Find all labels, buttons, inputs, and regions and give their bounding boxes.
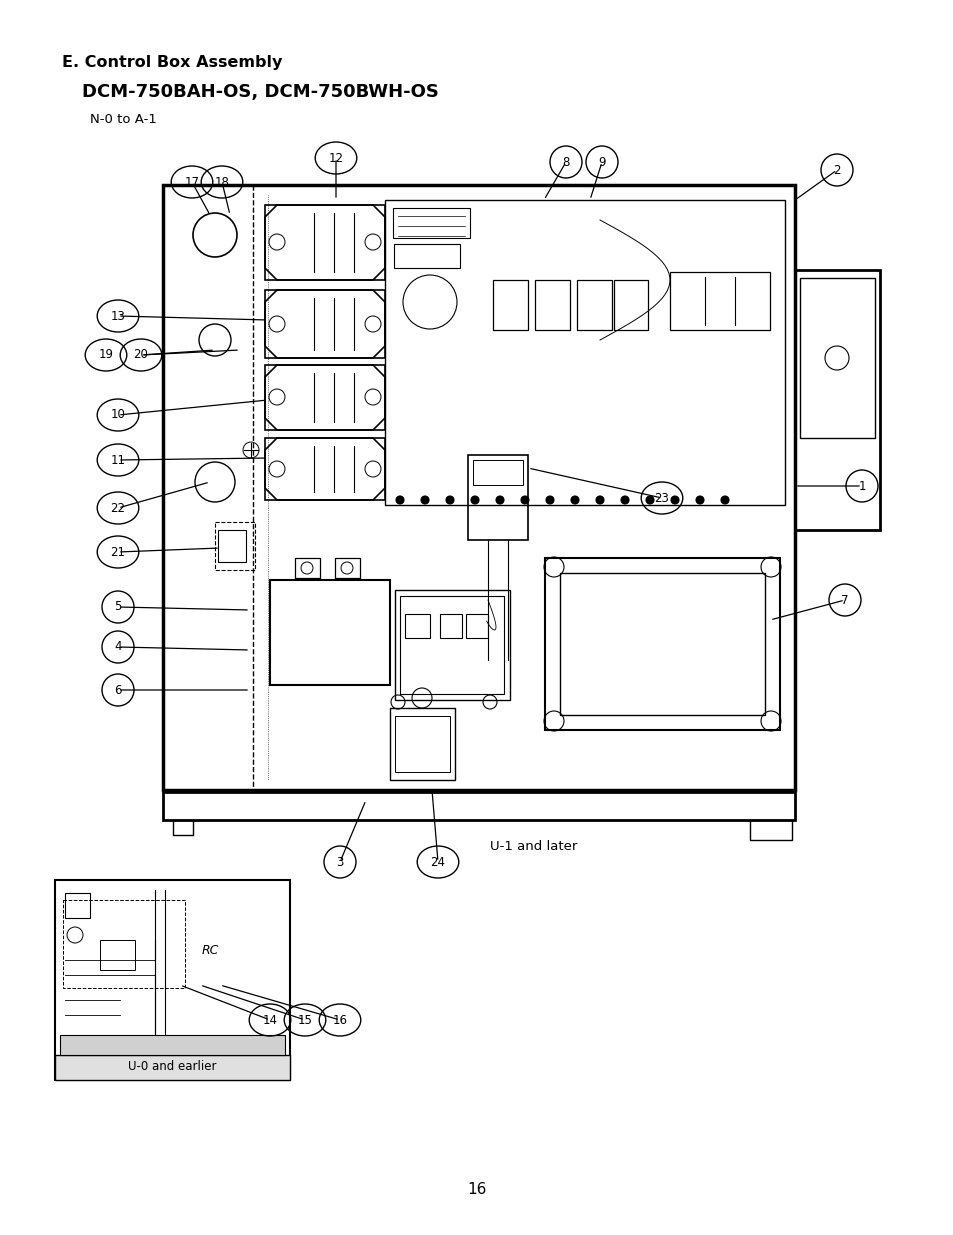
Bar <box>172 820 193 835</box>
Bar <box>60 1035 285 1055</box>
Bar <box>214 522 254 571</box>
Circle shape <box>420 496 429 504</box>
Bar <box>544 558 780 730</box>
Bar <box>385 200 784 505</box>
Text: N-0 to A-1: N-0 to A-1 <box>90 112 156 126</box>
Bar <box>405 614 430 638</box>
Text: 22: 22 <box>111 501 126 515</box>
Text: 16: 16 <box>467 1182 486 1198</box>
Text: U-1 and later: U-1 and later <box>490 840 577 853</box>
Bar <box>265 438 385 500</box>
Text: 4: 4 <box>114 641 122 653</box>
Circle shape <box>645 496 654 504</box>
Circle shape <box>446 496 454 504</box>
Text: 17: 17 <box>184 175 199 189</box>
Bar <box>800 278 874 438</box>
Text: 1: 1 <box>858 479 864 493</box>
Bar <box>468 454 527 540</box>
Bar <box>394 245 459 268</box>
Text: 15: 15 <box>297 1014 313 1026</box>
Text: 16: 16 <box>333 1014 347 1026</box>
Circle shape <box>620 496 628 504</box>
Bar <box>669 272 769 330</box>
Bar <box>265 205 385 280</box>
Text: 7: 7 <box>841 594 848 606</box>
Bar <box>794 270 879 530</box>
Bar <box>749 820 791 840</box>
Text: 8: 8 <box>561 156 569 168</box>
Circle shape <box>670 496 679 504</box>
Bar <box>55 1055 290 1079</box>
Bar <box>265 290 385 358</box>
Bar <box>473 459 522 485</box>
Text: 14: 14 <box>262 1014 277 1026</box>
Bar <box>163 185 794 790</box>
Bar <box>559 573 764 715</box>
Text: U-0 and earlier: U-0 and earlier <box>128 1061 216 1073</box>
Text: 23: 23 <box>654 492 669 505</box>
Circle shape <box>395 496 403 504</box>
Circle shape <box>696 496 703 504</box>
Bar <box>493 280 527 330</box>
Bar <box>65 893 90 918</box>
Circle shape <box>596 496 603 504</box>
Text: 12: 12 <box>328 152 343 164</box>
Circle shape <box>520 496 529 504</box>
Bar <box>55 881 290 1079</box>
Bar <box>399 597 503 694</box>
Bar <box>163 792 794 820</box>
Circle shape <box>496 496 503 504</box>
Circle shape <box>545 496 554 504</box>
Text: 24: 24 <box>430 856 445 868</box>
Bar <box>395 716 450 772</box>
Bar <box>270 580 390 685</box>
Text: 6: 6 <box>114 683 122 697</box>
Bar <box>465 614 488 638</box>
Bar <box>395 590 510 700</box>
Circle shape <box>471 496 478 504</box>
Text: E. Control Box Assembly: E. Control Box Assembly <box>62 56 282 70</box>
Text: 10: 10 <box>111 409 125 421</box>
Text: 9: 9 <box>598 156 605 168</box>
Text: 21: 21 <box>111 546 126 558</box>
Text: 19: 19 <box>98 348 113 362</box>
Bar <box>63 900 185 988</box>
Bar <box>294 558 319 578</box>
Text: 2: 2 <box>832 163 840 177</box>
Text: 5: 5 <box>114 600 122 614</box>
Bar <box>614 280 647 330</box>
Bar <box>335 558 359 578</box>
Bar <box>265 366 385 430</box>
Bar <box>100 940 135 969</box>
Bar <box>390 708 455 781</box>
Bar <box>218 530 246 562</box>
Circle shape <box>720 496 728 504</box>
Bar <box>439 614 461 638</box>
Text: 11: 11 <box>111 453 126 467</box>
Text: 20: 20 <box>133 348 149 362</box>
Text: 13: 13 <box>111 310 125 322</box>
Bar <box>577 280 612 330</box>
Text: DCM-750BAH-OS, DCM-750BWH-OS: DCM-750BAH-OS, DCM-750BWH-OS <box>82 83 438 101</box>
Bar <box>535 280 569 330</box>
Text: 3: 3 <box>336 856 343 868</box>
Circle shape <box>571 496 578 504</box>
Text: RC: RC <box>201 944 218 956</box>
Bar <box>393 207 470 238</box>
Text: 18: 18 <box>214 175 230 189</box>
